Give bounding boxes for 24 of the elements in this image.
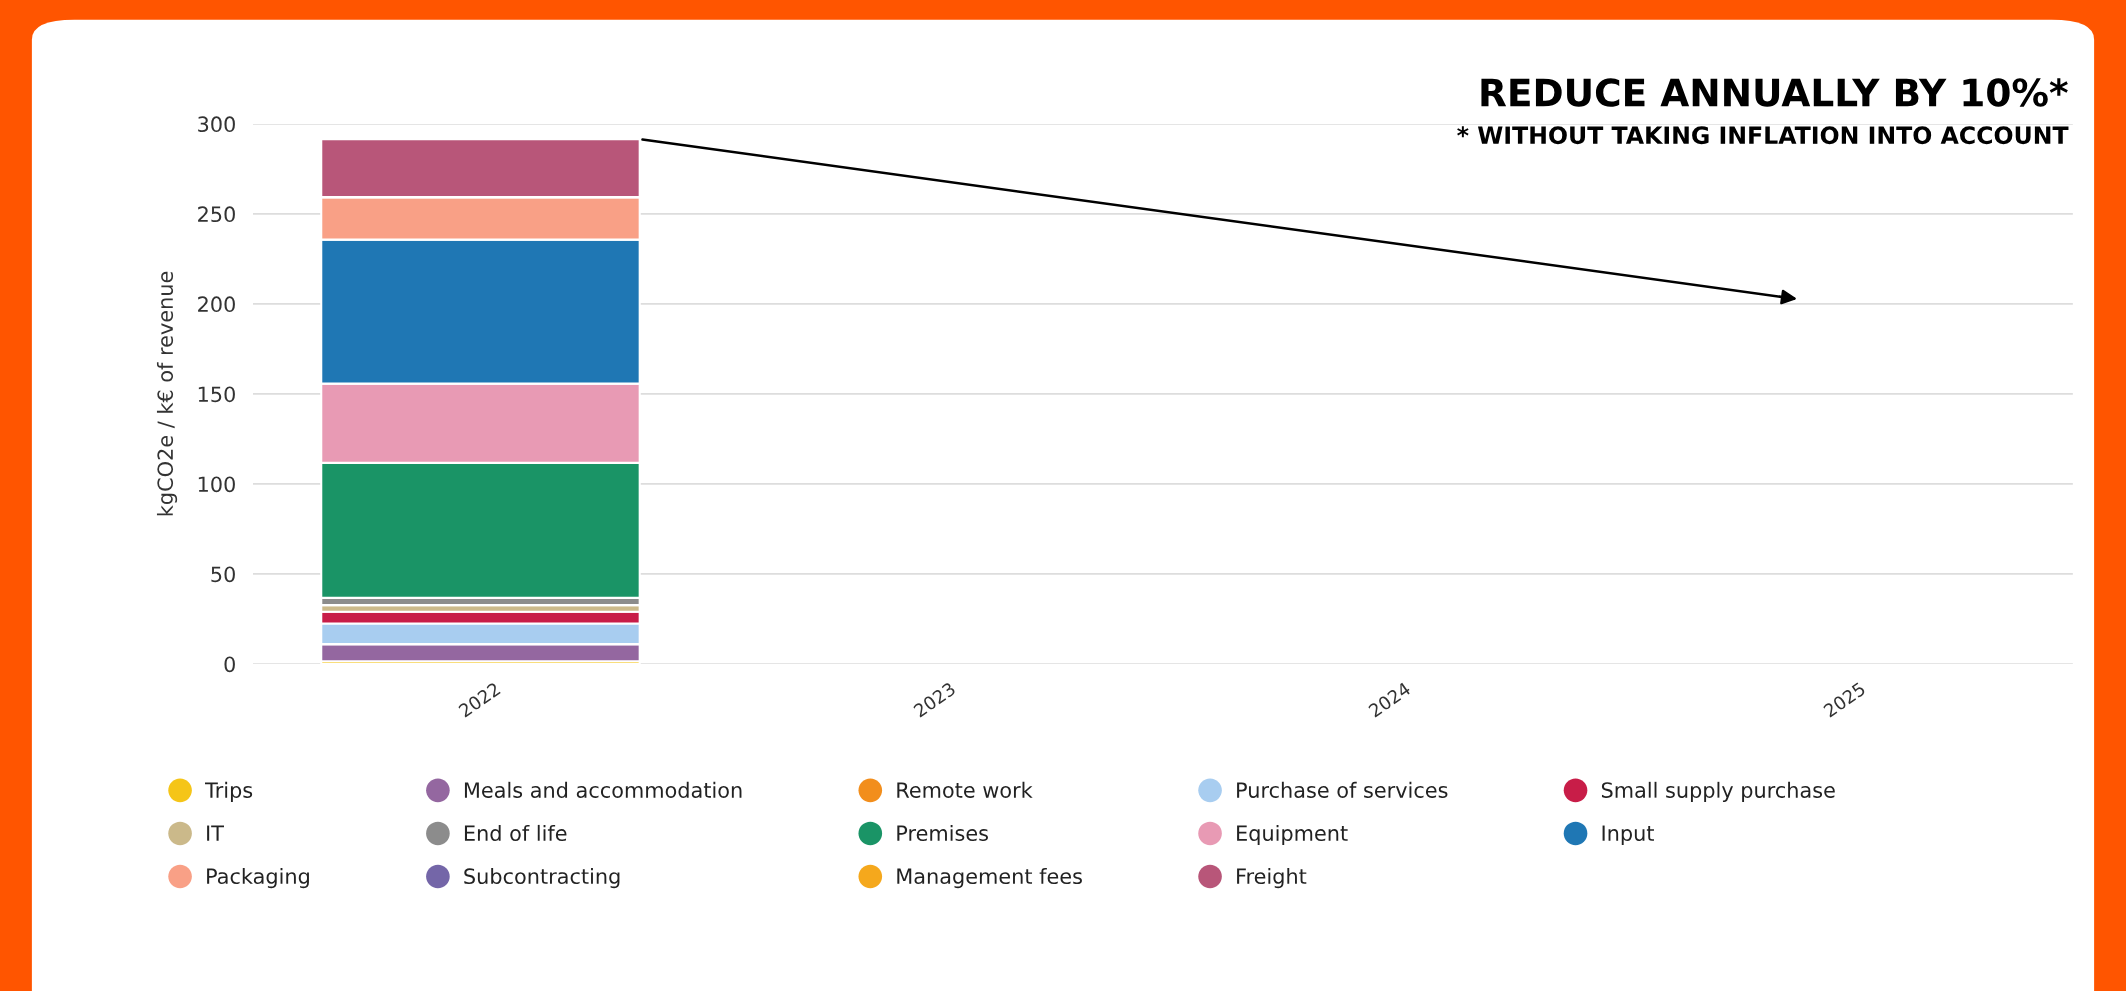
y-tick-label: 300 <box>198 116 235 133</box>
y-tick-label: 250 <box>198 206 235 223</box>
y-tick-label: 150 <box>198 386 235 403</box>
legend-label: IT <box>207 825 224 841</box>
legend-label: Remote work <box>897 781 1033 798</box>
legend-label: Subcontracting <box>464 867 620 889</box>
legend-label: Small supply purchase <box>1601 781 1835 802</box>
y-tick-label: 200 <box>198 296 235 313</box>
text: REDUCE ANNUALLY BY 10%* <box>1481 78 2068 107</box>
legend-label: Meals and accommodation <box>464 781 742 798</box>
legend-label: Freight <box>1237 867 1307 889</box>
legend-label: Purchase of services <box>1237 781 1448 798</box>
legend-label: End of life <box>464 824 567 842</box>
legend-label: Packaging <box>207 867 309 889</box>
legend-label: Equipment <box>1237 824 1348 846</box>
y-tick-label: 0 <box>224 656 235 673</box>
y-tick-label: 50 <box>211 566 235 583</box>
legend-label: Premises <box>897 824 988 842</box>
y-axis-title: kgCO2e / k€ of revenue <box>156 271 178 516</box>
legend-label: Trips <box>205 781 253 802</box>
y-tick-label: 100 <box>198 476 235 493</box>
legend-label: Management fees <box>897 867 1082 889</box>
annotation: * WITHOUT TAKING INFLATION INTO ACCOUNT <box>1457 126 2069 145</box>
legend-label: Input <box>1602 825 1654 846</box>
